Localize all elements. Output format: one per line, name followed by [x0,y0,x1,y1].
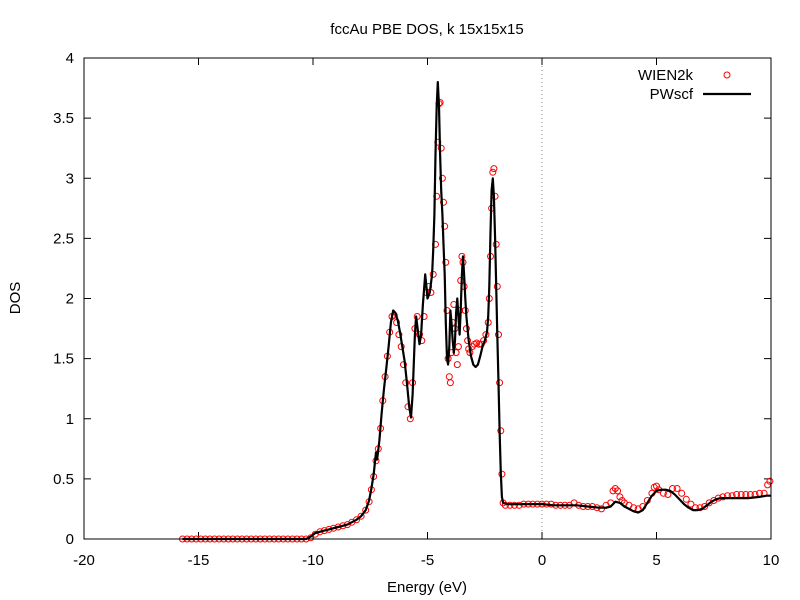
wien2k-point [489,168,497,176]
y-tick-label: 3.5 [53,110,74,127]
y-tick-label: 3 [66,170,74,187]
x-tick-label: 5 [652,552,660,569]
wien2k-point [440,198,447,206]
wien2k-point [616,493,624,501]
y-axis-label: DOS [7,282,24,315]
wien2k-point [475,340,483,348]
wien2k-point [495,331,502,339]
y-tick-labels: 0 0.5 1 1.5 2 2.5 3 3.5 4 [53,50,74,548]
wien2k-point [701,503,709,510]
x-tick-label: 10 [763,552,780,569]
plot-frame [83,57,772,540]
legend-label-wien2k: WIEN2k [638,67,694,84]
wien2k-point [719,493,727,501]
y-tick-label: 4 [66,50,74,67]
wien2k-point [438,174,446,182]
x-tick-label: -20 [73,552,95,569]
wien2k-point [501,501,509,509]
wien2k-point [664,491,672,498]
wien2k-point [490,165,498,173]
legend-marker-wien2k [723,71,731,79]
wien2k-point [653,482,660,490]
wien2k-point [453,361,461,369]
wien2k-point [437,144,445,152]
y-tick-label: 2.5 [53,230,74,247]
wien2k-point [611,485,619,492]
x-tick-label: -10 [302,552,324,569]
wien2k-point [441,222,449,230]
wien2k-point [445,373,453,381]
chart-title: fccAu PBE DOS, k 15x15x15 [330,21,523,38]
wien2k-point [353,516,360,524]
wien2k-point [598,505,605,513]
y-tick-label: 1 [66,411,74,428]
wien2k-point [511,501,518,509]
wien2k-point [515,501,523,509]
x-tick-labels: -20 -15 -10 -5 0 5 10 [73,552,779,569]
wien2k-point [614,487,622,495]
wien2k-point [609,487,617,495]
wien2k-point [442,258,450,266]
wien2k-point [687,500,695,508]
wien2k-point [678,489,686,497]
wien2k-point [497,427,505,435]
pwscf-line [182,81,771,541]
x-tick-label: -5 [421,552,434,569]
legend: WIEN2k PWscf [638,67,751,103]
wien2k-point [673,485,681,492]
legend-label-pwscf: PWscf [650,86,694,103]
wien2k-point [454,343,462,351]
wien2k-point [766,477,774,485]
y-tick-label: 2 [66,291,74,308]
wien2k-series [179,99,774,543]
y-tick-label: 0 [66,531,74,548]
y-tick-label: 0.5 [53,471,74,488]
y-tick-label: 1.5 [53,351,74,368]
wien2k-point [682,495,690,503]
wien2k-point [357,512,365,520]
wien2k-point [400,361,407,369]
x-axis-label: Energy (eV) [387,579,467,596]
x-tick-label: -15 [188,552,210,569]
wien2k-point [506,501,514,509]
x-tick-label: 0 [538,552,546,569]
wien2k-point [446,379,454,387]
